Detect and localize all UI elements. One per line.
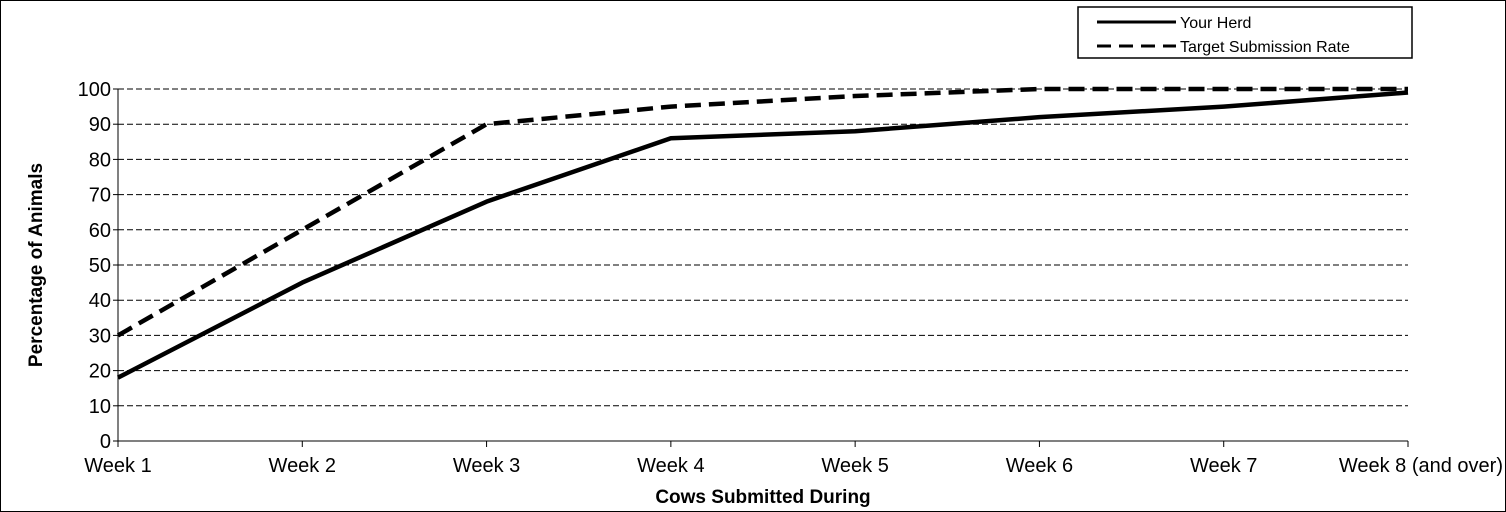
y-tick-label: 0 xyxy=(100,431,111,453)
legend-label-your-herd: Your Herd xyxy=(1180,15,1251,32)
y-tick-label: 80 xyxy=(89,149,111,171)
x-tick-label: Week 1 xyxy=(84,455,151,477)
y-axis-title: Percentage of Animals xyxy=(26,163,47,367)
legend-label-target-submission-rate: Target Submission Rate xyxy=(1180,39,1350,56)
y-tick-label: 70 xyxy=(89,185,111,207)
x-axis-title: Cows Submitted During xyxy=(655,487,870,508)
axes xyxy=(113,88,1409,447)
series-line xyxy=(116,90,1409,380)
legend: Your Herd Target Submission Rate xyxy=(1077,6,1413,59)
x-tick-label: Week 7 xyxy=(1190,455,1257,477)
series-line xyxy=(116,86,1408,338)
x-tick-label: Week 6 xyxy=(1006,455,1073,477)
y-tick-label: 50 xyxy=(89,255,111,277)
y-tick-label: 100 xyxy=(78,79,111,101)
gridlines xyxy=(118,88,1408,407)
x-tick-label: Week 5 xyxy=(821,455,888,477)
x-tick-label: Week 3 xyxy=(453,455,520,477)
y-tick-label: 90 xyxy=(89,114,111,136)
x-tick-label: Week 8 (and over) xyxy=(1339,455,1503,477)
y-tick-label: 30 xyxy=(89,325,111,347)
y-tick-label: 10 xyxy=(89,396,111,418)
x-tick-label: Week 2 xyxy=(269,455,336,477)
x-tick-labels: Week 1 Week 2 Week 3 Week 4 Week 5 Week 6 Week… xyxy=(84,455,1503,477)
y-tick-label: 20 xyxy=(89,361,111,383)
y-tick-labels: 0 10 20 30 40 50 60 70 80 90 100 xyxy=(78,79,111,453)
x-tick-label: Week 4 xyxy=(637,455,704,477)
y-tick-label: 60 xyxy=(89,220,111,242)
y-tick-label: 40 xyxy=(89,290,111,312)
legend-box xyxy=(1077,6,1413,59)
series-lines xyxy=(116,86,1409,380)
